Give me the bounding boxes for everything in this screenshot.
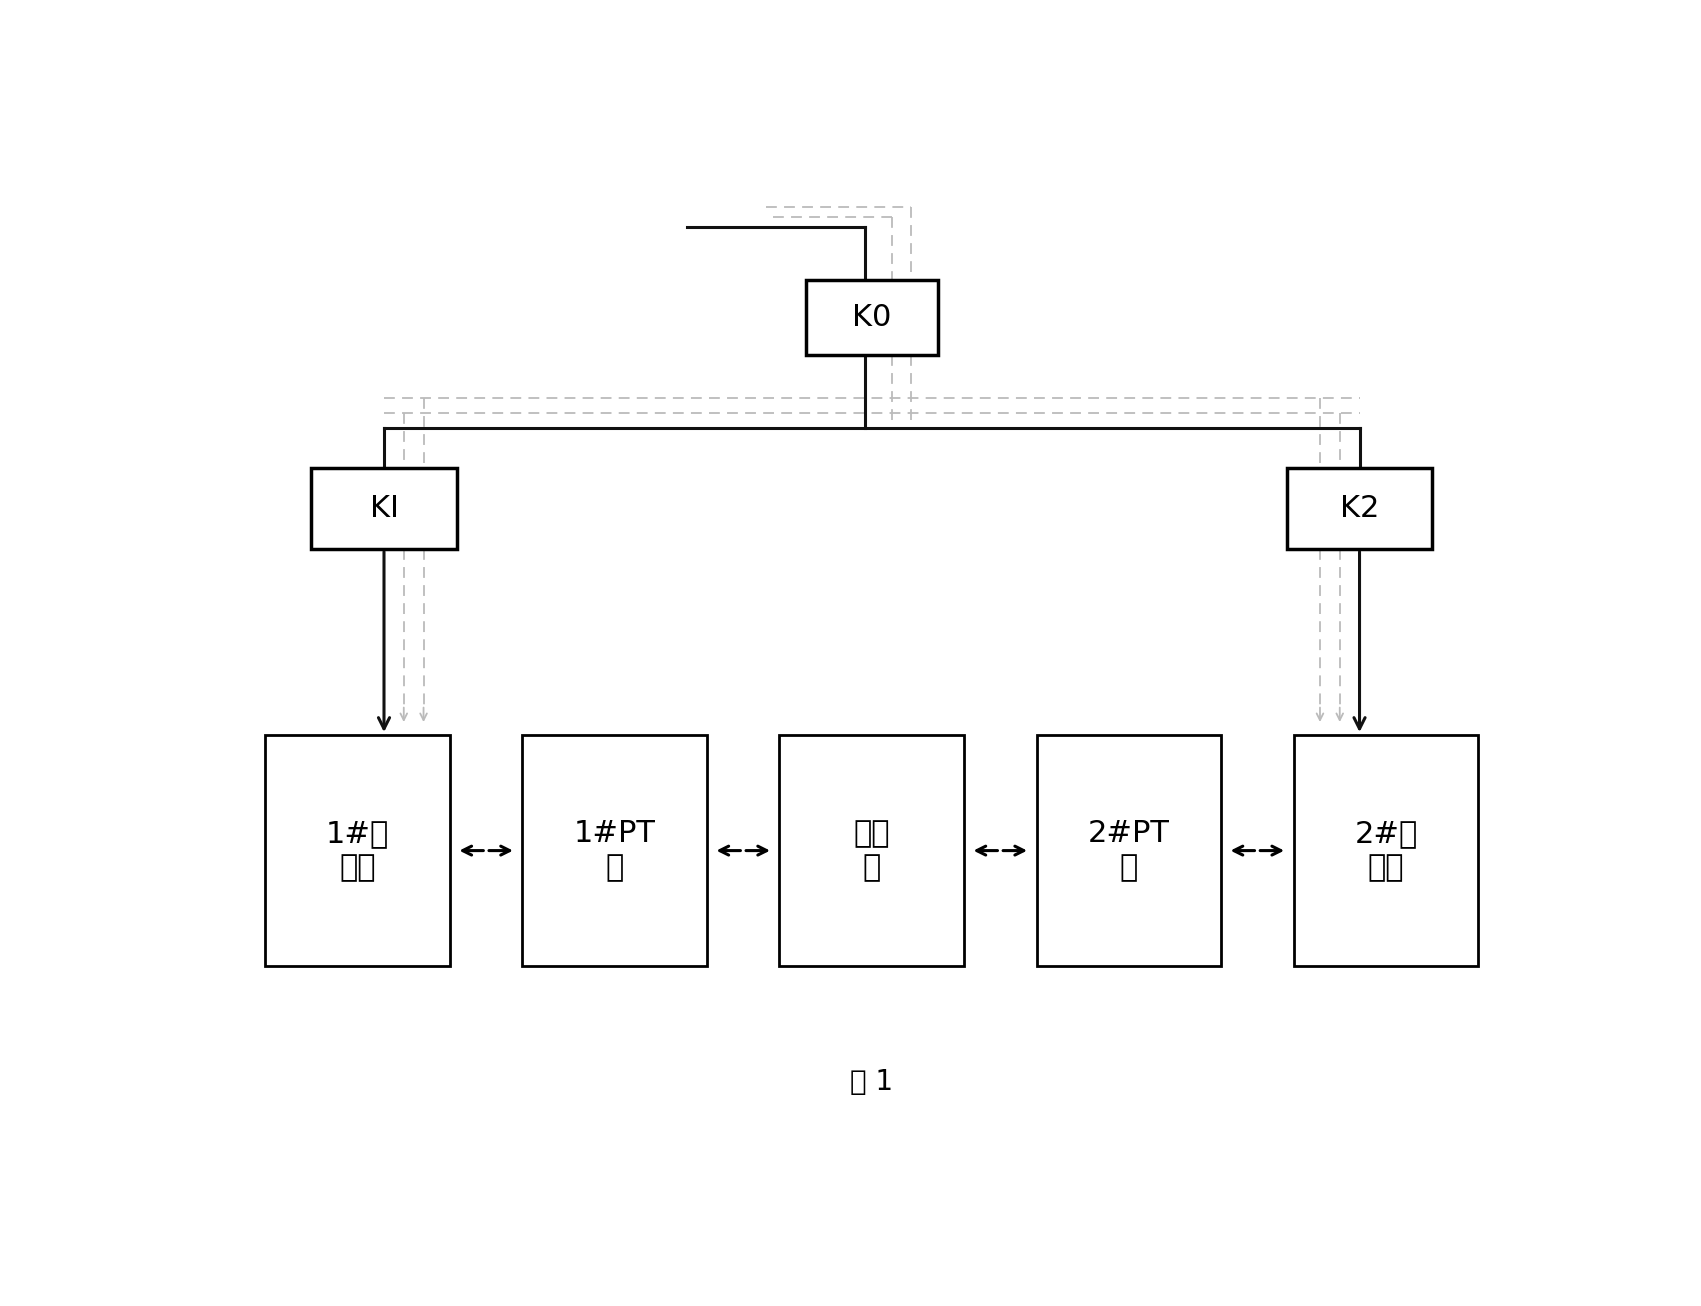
- Bar: [1294, 735, 1478, 966]
- Text: 图 1: 图 1: [850, 1068, 893, 1096]
- Text: K2: K2: [1340, 494, 1380, 524]
- Text: 1#PT
柜: 1#PT 柜: [573, 819, 655, 882]
- Text: 2#进
线柜: 2#进 线柜: [1354, 819, 1417, 882]
- Bar: [522, 735, 708, 966]
- Bar: [1036, 735, 1221, 966]
- Bar: [779, 735, 964, 966]
- Bar: [806, 279, 937, 355]
- Text: KI: KI: [369, 494, 398, 524]
- Text: K0: K0: [852, 303, 891, 332]
- Text: 2#PT
柜: 2#PT 柜: [1089, 819, 1170, 882]
- Bar: [1288, 469, 1432, 549]
- Bar: [311, 469, 456, 549]
- Text: 母联
柜: 母联 柜: [854, 819, 890, 882]
- Bar: [265, 735, 449, 966]
- Text: 1#进
线柜: 1#进 线柜: [327, 819, 390, 882]
